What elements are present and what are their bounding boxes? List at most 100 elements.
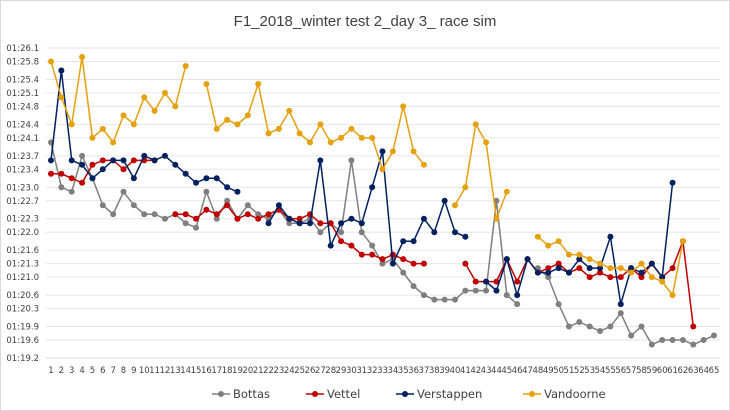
y-axis-ticks: 01:26.1 01:25.8 01:25.4 01:25.1 01:24.8 01:24… [6,44,39,364]
data-point [296,220,303,227]
x-tick-label: 37 [419,366,430,376]
x-tick-label: 24 [284,366,295,376]
data-point [58,184,65,191]
data-point [161,89,168,96]
x-tick-label: 5 [90,366,95,376]
data-point [669,265,676,272]
data-point [514,278,521,285]
x-tick-label: 33 [377,366,388,376]
data-point [607,323,614,330]
data-point [120,166,127,173]
data-point [193,224,200,231]
x-tick-label: 63 [688,366,699,376]
data-point [379,166,386,173]
data-point [659,274,666,281]
data-point [244,211,251,218]
x-tick-label: 48 [532,366,543,376]
data-point [161,152,168,159]
data-point [369,242,376,249]
data-point [172,103,179,110]
data-point [369,184,376,191]
x-tick-label: 22 [263,366,274,376]
data-point [597,269,604,276]
data-point [213,215,220,222]
data-point [203,80,210,87]
data-point [265,130,272,137]
data-point [576,251,583,258]
data-point [483,278,490,285]
data-point [89,134,96,141]
x-tick-label: 7 [110,366,115,376]
data-point [286,220,293,227]
data-point [182,170,189,177]
legend-item-bottas: Bottas [212,387,270,401]
data-point [524,256,531,263]
data-point [296,215,303,222]
data-point [130,121,137,128]
data-point [410,260,417,267]
x-tick-label: 34 [387,366,398,376]
data-point [182,62,189,69]
x-tick-label: 9 [131,366,136,376]
data-point [389,148,396,155]
x-tick-label: 57 [626,366,637,376]
x-tick-label: 13 [170,366,181,376]
x-tick-label: 2 [59,366,64,376]
data-point [141,211,148,218]
data-point [472,121,479,128]
data-point [400,238,407,245]
data-point [555,260,562,267]
data-point [99,157,106,164]
y-tick-label: 01:21.0 [6,273,39,283]
data-point [472,278,479,285]
data-point [369,251,376,258]
chart-title: F1_2018_winter test 2_day 3_ race sim [234,13,497,30]
y-tick-label: 01:19.2 [6,354,39,364]
data-point [141,152,148,159]
data-point [306,139,313,146]
legend-item-vettel: Vettel [306,387,360,401]
data-point [503,292,510,299]
x-tick-label: 26 [305,366,316,376]
data-point [265,211,272,218]
x-tick-label: 19 [232,366,243,376]
data-point [338,238,345,245]
y-tick-label: 01:21.3 [6,260,39,270]
y-tick-label: 01:22.3 [6,215,39,225]
data-point [286,215,293,222]
data-point [452,202,459,209]
data-point [545,269,552,276]
data-point [441,296,448,303]
data-point [617,265,624,272]
x-tick-label: 29 [336,366,347,376]
x-tick-label: 43 [481,366,492,376]
data-point [493,287,500,294]
data-point [99,125,106,132]
x-tick-label: 46 [512,366,523,376]
data-point [68,188,75,195]
y-tick-label: 01:24.4 [6,120,39,130]
data-point [607,233,614,240]
y-tick-label: 01:24.1 [6,134,39,144]
x-tick-label: 53 [584,366,595,376]
data-point [172,161,179,168]
data-point [338,220,345,227]
data-point [338,134,345,141]
data-point [420,292,427,299]
legend-label: Verstappen [417,387,482,401]
x-tick-label: 42 [470,366,481,376]
data-point [700,337,707,344]
data-point [565,251,572,258]
data-point [400,269,407,276]
x-tick-label: 17 [211,366,222,376]
data-point [514,301,521,308]
data-point [193,179,200,186]
data-point [151,107,158,114]
x-tick-label: 61 [667,366,678,376]
data-point [79,53,86,60]
data-point [224,202,231,209]
data-point [89,175,96,182]
data-point [628,269,635,276]
x-tick-label: 58 [636,366,647,376]
data-point [597,265,604,272]
